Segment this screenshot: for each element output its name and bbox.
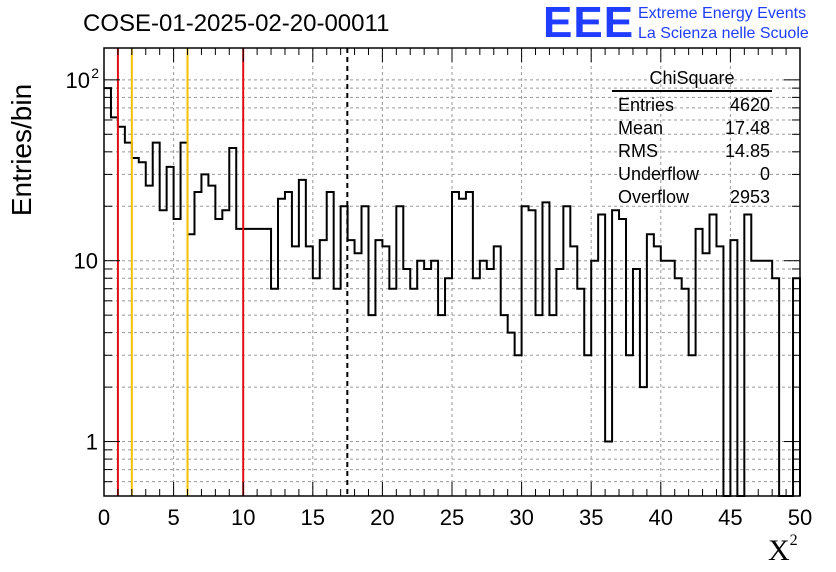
y-tick-label: 10	[74, 249, 98, 274]
x-tick-label: 10	[231, 505, 255, 530]
logo-line-1: Extreme Energy Events	[638, 5, 807, 22]
stats-row-value: 2953	[729, 187, 770, 207]
x-axis-label-text: X	[768, 534, 790, 567]
x-axis-label-superscript: 2	[789, 532, 798, 549]
chart-title: COSE-01-2025-02-20-00011	[83, 10, 390, 37]
y-tick-label: 10	[66, 68, 90, 93]
stats-rows: Entries 4620 Mean 17.48 RMS 14.85 Underflow 0 Ov…	[612, 94, 776, 209]
stats-row: RMS 14.85	[612, 140, 776, 163]
stats-row: Overflow 2953	[612, 186, 776, 209]
stats-row: Underflow 0	[612, 163, 776, 186]
y-tick-label: 1	[86, 430, 98, 455]
eee-logo: EEE Extreme Energy Events La Scienza nel…	[543, 0, 833, 47]
y-tick-label-exponent: 2	[91, 65, 99, 81]
stats-row-value: 0	[759, 164, 770, 184]
x-axis-label: X2	[768, 532, 798, 568]
histogram-outline	[104, 87, 801, 497]
x-tick-label: 0	[98, 505, 110, 530]
stats-box: ChiSquare Entries 4620 Mean 17.48 RMS 14.85 Un…	[612, 66, 776, 209]
stats-row-label: Underflow	[618, 164, 700, 184]
logo-line-2: La Scienza nelle Scuole	[638, 25, 809, 42]
stats-row-label: Overflow	[618, 187, 690, 207]
stats-row: Entries 4620	[612, 94, 776, 117]
x-tick-label: 40	[649, 505, 673, 530]
logo-letters: EEE	[543, 0, 635, 47]
stats-row-value: 4620	[729, 95, 770, 115]
x-tick-label: 15	[301, 505, 325, 530]
stats-row: Mean 17.48	[612, 117, 776, 140]
x-tick-label: 35	[579, 505, 603, 530]
x-tick-label: 25	[440, 505, 464, 530]
stats-row-label: RMS	[618, 141, 658, 161]
stats-row-value: 14.85	[724, 141, 770, 161]
x-tick-label: 50	[788, 505, 812, 530]
stats-row-label: Mean	[618, 118, 664, 138]
stats-row-value: 17.48	[724, 118, 770, 138]
stats-title: ChiSquare	[612, 66, 772, 92]
x-tick-label: 30	[509, 505, 533, 530]
x-tick-label: 45	[718, 505, 742, 530]
x-tick-label: 20	[370, 505, 394, 530]
x-tick-label: 5	[167, 505, 179, 530]
stats-row-label: Entries	[618, 95, 675, 115]
